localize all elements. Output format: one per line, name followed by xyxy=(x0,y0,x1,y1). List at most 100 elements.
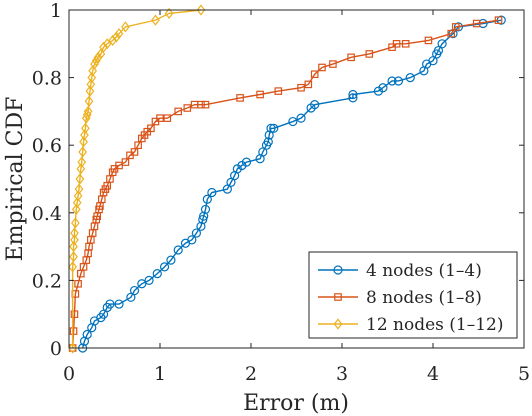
series-3-point xyxy=(87,72,97,84)
series-3-point xyxy=(69,251,78,263)
series-1-point xyxy=(263,137,273,147)
series-2-point xyxy=(197,100,205,109)
series-1-point xyxy=(266,123,276,133)
series-1-point xyxy=(241,157,252,167)
series-1-point xyxy=(393,76,404,86)
series-2-point xyxy=(494,16,503,24)
series-2-point xyxy=(121,158,130,166)
series-1-point xyxy=(82,329,92,340)
series-1-point xyxy=(288,116,298,127)
series-3-point xyxy=(151,14,160,26)
series-3-point xyxy=(164,7,174,19)
series-1-point xyxy=(405,72,415,83)
y-tick-label: 0.6 xyxy=(32,135,62,157)
series-3-point xyxy=(88,65,98,77)
y-tick-label: 1 xyxy=(50,0,62,22)
legend-marker xyxy=(333,318,343,330)
tick-labels-layer: 0 1 2 3 4 5 0 0.2 0.4 0.6 0.8 1 xyxy=(32,0,530,385)
series-3-point xyxy=(99,41,108,53)
series-3-point xyxy=(73,190,83,202)
series-3-point xyxy=(69,241,78,253)
series-2-point xyxy=(70,310,79,319)
y-tick-label: 0.2 xyxy=(32,270,62,292)
series-2-point xyxy=(163,114,172,122)
series-2-point xyxy=(451,23,460,31)
series-3-point xyxy=(79,136,88,148)
series-3-point xyxy=(93,51,103,63)
y-tick-label: 0.4 xyxy=(32,203,62,225)
series-3-point xyxy=(114,28,124,40)
legend: 4 nodes (1–4) 8 nodes (1–8) 12 nodes (1–12… xyxy=(308,251,518,339)
x-tick-label: 1 xyxy=(154,363,166,385)
ticks-layer xyxy=(68,9,525,349)
series-2-point xyxy=(147,124,155,133)
series-1-point xyxy=(348,89,358,100)
x-axis-label: Error (m) xyxy=(243,391,349,416)
series-3-point xyxy=(121,21,130,33)
series-3-point xyxy=(196,4,206,16)
series-2-point xyxy=(392,39,401,48)
series-3-point xyxy=(96,48,106,60)
y-axis-label: Empirical CDF xyxy=(3,97,28,262)
series-3-point xyxy=(85,85,95,97)
series-2-point xyxy=(156,114,164,122)
x-tick-label: 5 xyxy=(518,363,530,385)
series-2-point xyxy=(256,90,264,99)
series-1-point xyxy=(159,262,170,272)
series-3 xyxy=(68,4,206,354)
series-1-point xyxy=(296,113,306,123)
series-2-point xyxy=(74,279,82,288)
series-layer xyxy=(68,4,506,354)
series-1-point xyxy=(437,39,447,49)
series-2-point xyxy=(304,80,313,89)
series-2-point xyxy=(347,53,355,62)
series-1-point xyxy=(191,228,201,238)
series-2-point xyxy=(183,104,192,112)
series-2 xyxy=(68,16,503,352)
series-3-point xyxy=(78,146,88,158)
series-1-point xyxy=(196,221,206,231)
series-3-point xyxy=(68,261,78,273)
series-1-point xyxy=(378,83,388,93)
series-2-point xyxy=(365,50,374,58)
series-1 xyxy=(78,15,506,353)
legend-entry-3: 12 nodes (1–12) xyxy=(318,315,504,335)
series-3-point xyxy=(70,234,79,246)
series-3-point xyxy=(71,217,80,229)
series-2-point xyxy=(69,327,78,335)
series-2-point xyxy=(447,29,456,38)
series-3-point xyxy=(75,173,85,185)
x-tick-label: 3 xyxy=(336,363,348,385)
series-3-point xyxy=(108,34,118,46)
legend-entry-2: 8 nodes (1–8) xyxy=(318,288,482,308)
series-2-point xyxy=(329,60,337,68)
series-1-point xyxy=(152,269,162,279)
plot-box xyxy=(68,9,525,349)
legend-label: 4 nodes (1–4) xyxy=(366,261,482,281)
y-tick-label: 0.8 xyxy=(32,68,62,90)
series-1-point xyxy=(144,275,154,285)
series-1-point xyxy=(173,245,183,255)
legend-entry-1: 4 nodes (1–4) xyxy=(318,261,482,281)
legend-label: 8 nodes (1–8) xyxy=(366,288,482,308)
series-3-point xyxy=(90,58,99,70)
series-3-point xyxy=(74,183,84,195)
series-1-point xyxy=(187,235,197,245)
series-1-point xyxy=(200,204,211,215)
series-3-point xyxy=(68,342,78,354)
legend-label: 12 nodes (1–12) xyxy=(366,315,504,335)
series-2-point xyxy=(318,63,326,72)
series-3-point xyxy=(84,95,94,107)
series-2-point xyxy=(401,39,410,48)
series-1-point xyxy=(207,187,217,198)
series-2-point xyxy=(274,87,283,95)
series-1-point xyxy=(269,123,279,133)
series-1-point xyxy=(129,285,140,296)
series-2-point xyxy=(472,19,481,28)
series-1-point xyxy=(199,211,209,221)
series-1-point xyxy=(202,194,212,204)
series-1-point xyxy=(137,279,147,289)
series-1-point xyxy=(310,100,320,110)
series-3-point xyxy=(102,38,112,50)
y-tick-label: 0 xyxy=(50,338,62,360)
